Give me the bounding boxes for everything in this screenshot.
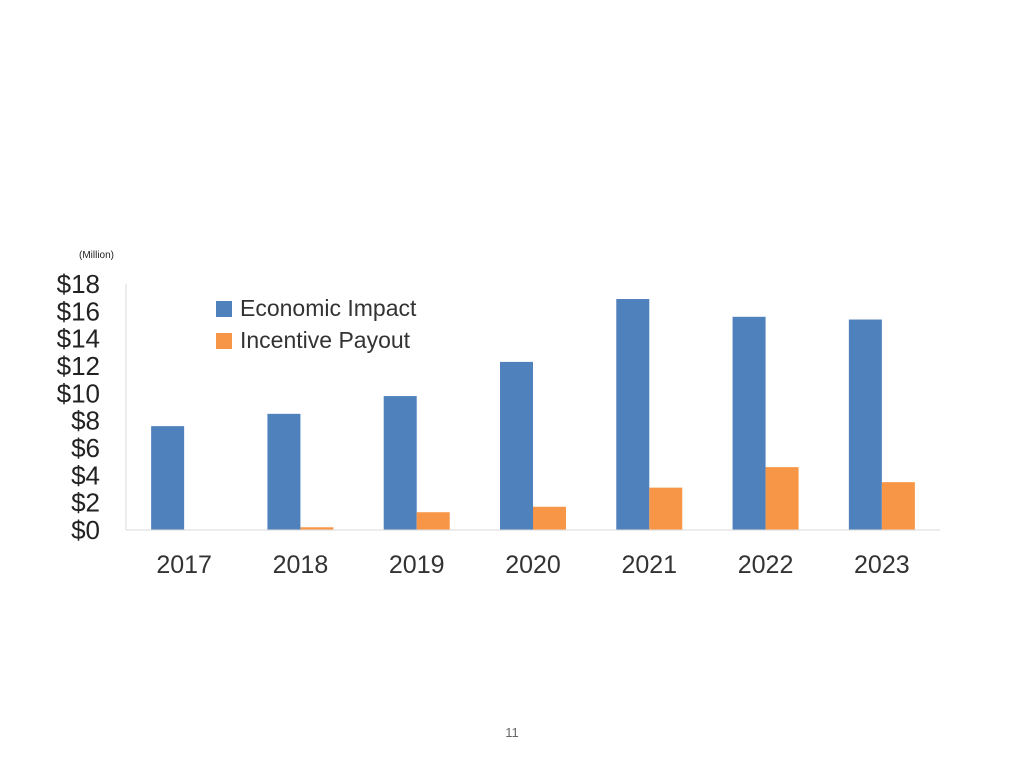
x-tick-label: 2022 <box>738 551 794 579</box>
y-tick-label: $14 <box>57 324 100 354</box>
legend-label: Incentive Payout <box>240 327 411 353</box>
bar-incentive-payout-2020 <box>533 506 566 530</box>
bar-incentive-payout-2022 <box>765 467 799 530</box>
bar-economic-impact-2022 <box>732 316 766 530</box>
y-tick-label: $4 <box>71 460 100 490</box>
y-tick-label: $8 <box>71 406 100 436</box>
bar-economic-impact-2018 <box>267 413 301 530</box>
y-tick-label: $12 <box>57 351 100 381</box>
y-tick-label: $16 <box>57 296 100 326</box>
x-tick-label: 2017 <box>156 551 212 579</box>
bar-incentive-payout-2023 <box>881 482 915 530</box>
y-tick-label: $0 <box>71 515 100 545</box>
x-tick-label: 2021 <box>621 551 677 579</box>
bar-incentive-payout-2019 <box>416 512 450 530</box>
y-tick-label: $10 <box>57 378 100 408</box>
y-tick-label: $2 <box>71 488 100 518</box>
x-axis: 2017 2018 2019 2020 2021 2022 2023 <box>126 529 940 579</box>
bar-economic-impact-2017 <box>151 426 185 530</box>
x-tick-label: 2019 <box>389 551 445 579</box>
x-tick-label: 2023 <box>854 551 910 579</box>
bar-incentive-payout-2021 <box>649 487 683 530</box>
x-tick-label: 2020 <box>505 551 561 579</box>
bar-economic-impact-2020 <box>500 361 533 530</box>
legend-swatch <box>216 301 232 317</box>
bars <box>151 299 915 530</box>
legend: Economic Impact Incentive Payout <box>216 295 417 353</box>
legend-swatch <box>216 333 232 349</box>
y-axis: $0$2$4$6$8$10$12$14$16$18 <box>57 269 127 545</box>
y-tick-label: $6 <box>71 433 100 463</box>
x-tick-label: 2018 <box>273 551 329 579</box>
bar-economic-impact-2023 <box>848 319 882 530</box>
legend-label: Economic Impact <box>240 295 417 321</box>
bar-economic-impact-2021 <box>616 299 650 530</box>
bar-economic-impact-2019 <box>383 396 417 530</box>
unit-label: (Million) <box>79 250 114 261</box>
page-number: 11 <box>505 725 519 740</box>
y-tick-label: $18 <box>57 269 100 299</box>
bar-incentive-payout-2018 <box>300 527 334 530</box>
